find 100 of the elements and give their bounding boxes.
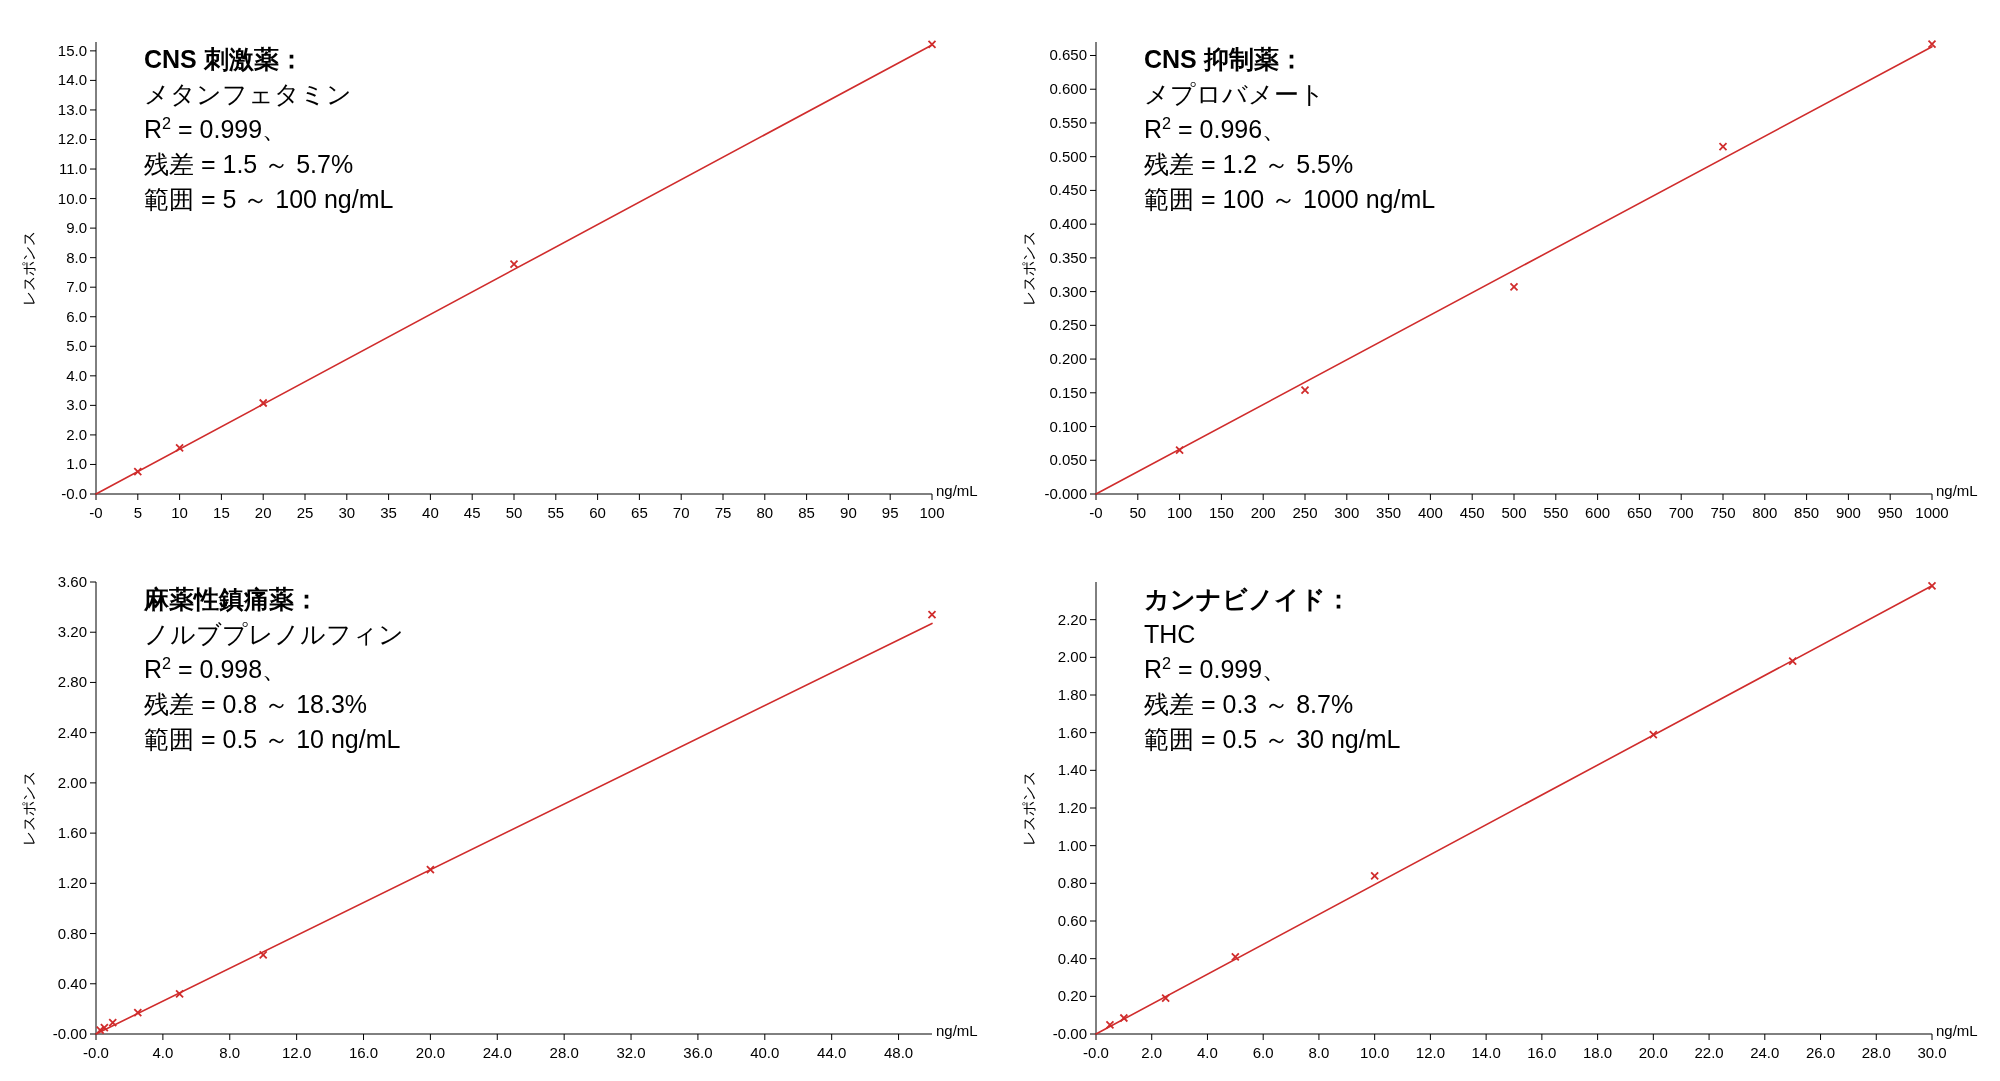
x-tick-label: 12.0: [282, 1044, 312, 1061]
x-tick-label: 350: [1376, 504, 1402, 521]
x-tick-label: 8.0: [219, 1044, 241, 1061]
point: [1718, 142, 1728, 151]
point: [1105, 1020, 1115, 1030]
x-tick-label: 1000: [1915, 504, 1949, 521]
y-tick-label: 0.200: [1049, 350, 1087, 368]
annotation: 範囲 = 0.5 ～ 10 ng/mL: [144, 725, 401, 753]
y-tick-label: 0.80: [1057, 874, 1087, 892]
x-tick-label: 200: [1250, 504, 1276, 521]
x-tick-label: 6.0: [1252, 1044, 1274, 1061]
point: [108, 1018, 118, 1028]
annotation: 残差 = 1.5 ～ 5.7%: [144, 150, 354, 178]
annotation: R$^{2}$ = 0.996、: [1144, 114, 1288, 143]
x-axis-title: ng/mL: [936, 482, 978, 499]
y-tick-label: 0.20: [1057, 987, 1087, 1005]
point: [133, 1008, 143, 1018]
x-tick-label: -0: [89, 504, 103, 521]
x-tick-label: 800: [1752, 504, 1778, 521]
point: [1509, 282, 1519, 292]
y-tick-label: 0.650: [1049, 46, 1087, 64]
y-tick-label: 0.550: [1049, 113, 1087, 131]
text: ノルブプレノルフィン: [144, 620, 404, 648]
point: [258, 398, 268, 408]
y-tick-label: 2.80: [57, 673, 87, 691]
y-tick-label: 0.40: [1057, 949, 1087, 967]
x-tick-label: 60: [589, 504, 606, 521]
y-tick-label: 1.0: [66, 455, 87, 473]
y-tick-label: 0.500: [1049, 147, 1087, 165]
x-tick-label: -0.0: [83, 1044, 109, 1061]
annotation: R$^{2}$ = 0.999、: [1144, 654, 1288, 683]
x-tick-label: 500: [1501, 504, 1527, 521]
point: [509, 259, 519, 269]
x-tick-label: 26.0: [1805, 1044, 1836, 1061]
x-tick-label: 36.0: [683, 1044, 713, 1061]
x-tick-label: 50: [1129, 504, 1147, 521]
x-tick-label: 24.0: [482, 1044, 512, 1061]
point: [99, 1023, 109, 1033]
y-tick-label: 1.60: [57, 824, 87, 842]
x-tick-label: 65: [631, 504, 648, 521]
x-tick-label: 250: [1292, 504, 1318, 521]
y-tick-label: 1.00: [1057, 836, 1087, 854]
x-tick-label: 600: [1585, 504, 1611, 521]
y-tick-label: 0.150: [1049, 383, 1087, 401]
x-tick-label: 40.0: [750, 1044, 780, 1061]
chart-title: CNS 抑制薬：: [1144, 45, 1304, 73]
x-tick-label: 50: [505, 504, 523, 521]
x-tick-label: 95: [881, 504, 899, 521]
x-tick-label: 10.0: [1360, 1044, 1390, 1061]
chart-title: CNS 刺激薬：: [144, 45, 304, 73]
x-tick-label: -0: [1089, 504, 1103, 521]
x-tick-label: 24.0: [1750, 1044, 1780, 1061]
y-tick-label: 0.450: [1049, 181, 1087, 199]
point: [927, 39, 937, 49]
x-tick-label: 15: [213, 504, 230, 521]
x-tick-label: 30.0: [1917, 1044, 1947, 1061]
x-tick-label: 25: [296, 504, 314, 521]
x-tick-label: 850: [1794, 504, 1820, 521]
x-tick-label: 16.0: [1527, 1044, 1557, 1061]
x-tick-label: 44.0: [817, 1044, 847, 1061]
x-tick-label: 40: [422, 504, 439, 521]
x-tick-label: 300: [1334, 504, 1360, 521]
chart-title: カンナビノイド：: [1144, 585, 1351, 613]
x-tick-label: 35: [380, 504, 397, 521]
annotation: 範囲 = 5 ～ 100 ng/mL: [144, 185, 394, 213]
y-tick-label: 3.20: [57, 623, 87, 641]
x-tick-label: 100: [1167, 504, 1193, 521]
y-tick-label: 2.20: [1057, 610, 1087, 628]
x-tick-label: 18.0: [1583, 1044, 1613, 1061]
point: [175, 989, 184, 999]
y-tick-label: 1.60: [1057, 723, 1087, 741]
annotation: 残差 = 0.3 ～ 8.7%: [1144, 690, 1354, 718]
x-tick-label: 28.0: [549, 1044, 579, 1061]
y-tick-label: 0.050: [1049, 451, 1087, 469]
x-tick-label: 20: [254, 504, 272, 521]
point: [1230, 952, 1240, 962]
point: [1370, 871, 1380, 881]
x-axis-title: ng/mL: [1936, 1022, 1978, 1039]
x-tick-label: 20.0: [1638, 1044, 1668, 1061]
x-tick-label: 80: [756, 504, 774, 521]
point: [1648, 730, 1658, 739]
x-tick-label: 150: [1208, 504, 1234, 521]
chart-title: 麻薬性鎮痛薬：: [143, 585, 319, 613]
point: [1175, 445, 1184, 455]
point: [95, 1025, 105, 1035]
y-tick-label: 3.60: [57, 573, 87, 590]
x-tick-label: 22.0: [1694, 1044, 1724, 1061]
point: [133, 467, 143, 476]
y-axis-title: レスポンス: [1020, 230, 1037, 306]
x-tick-label: 4.0: [152, 1044, 174, 1061]
annotation: R$^{2}$ = 0.999、: [144, 114, 288, 143]
x-tick-label: 10: [171, 504, 188, 521]
annotation: R$^{2}$ = 0.998、: [144, 654, 288, 683]
y-tick-label: 4.0: [66, 366, 87, 384]
y-tick-label: 0.250: [1049, 316, 1087, 334]
x-tick-label: 400: [1417, 504, 1443, 521]
y-tick-label: 1.20: [57, 874, 87, 892]
point: [927, 610, 937, 620]
point: [1161, 993, 1171, 1003]
y-tick-label: 14.0: [57, 71, 87, 89]
